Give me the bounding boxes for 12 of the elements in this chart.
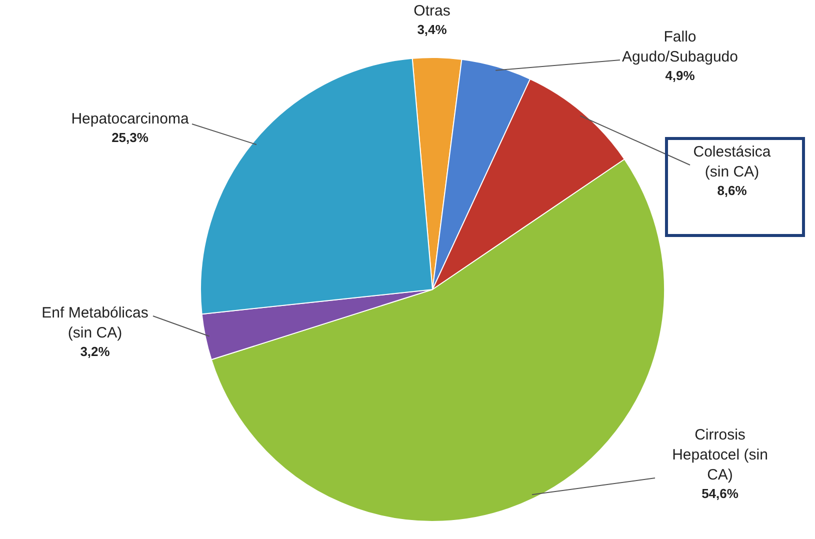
slice-label: Otras — [414, 2, 450, 20]
slice-label: Hepatocarcinoma — [71, 110, 190, 128]
data-label: 4,9% — [665, 68, 696, 84]
data-label: 3,4% — [417, 22, 448, 38]
slice-label: Colestásica (sin CA) — [693, 144, 772, 181]
slice-label: Enf Metabólicas (sin CA) — [42, 304, 148, 342]
slice-label: Cirrosis Hepatocel (sin CA) — [672, 426, 768, 484]
data-label: 8,6% — [717, 183, 748, 198]
data-label: 54,6% — [702, 486, 739, 502]
slice-label: Fallo Agudo/Subagudo — [622, 28, 738, 66]
data-label: 25,3% — [112, 130, 149, 146]
data-label: 3,2% — [80, 344, 110, 360]
